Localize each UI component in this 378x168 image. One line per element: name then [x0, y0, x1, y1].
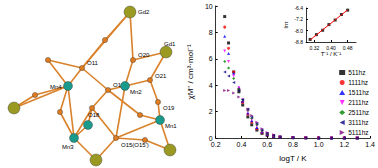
svg-text:4: 4	[209, 82, 213, 89]
svg-text:6: 6	[209, 55, 213, 62]
svg-text:O11: O11	[87, 60, 99, 66]
svg-text:Mn1: Mn1	[165, 123, 177, 129]
svg-text:0.32: 0.32	[309, 45, 319, 51]
svg-text:1.0: 1.0	[314, 141, 324, 148]
svg-text:8: 8	[209, 29, 213, 36]
svg-text:O20: O20	[138, 52, 150, 58]
svg-text:Mn3: Mn3	[62, 144, 74, 150]
svg-text:Gd1: Gd1	[164, 41, 176, 47]
svg-text:T⁻¹ / K⁻¹: T⁻¹ / K⁻¹	[321, 51, 342, 57]
svg-text:O18: O18	[88, 112, 100, 118]
svg-text:511hz: 511hz	[348, 69, 365, 76]
svg-text:0.2: 0.2	[211, 141, 221, 148]
svg-text:10: 10	[205, 3, 213, 10]
svg-text:-7.2: -7.2	[294, 16, 303, 22]
svg-text:O21: O21	[155, 73, 167, 79]
svg-text:χM'' / cm³·mol⁻¹: χM'' / cm³·mol⁻¹	[186, 44, 195, 99]
svg-text:0.4: 0.4	[237, 141, 247, 148]
svg-text:0: 0	[208, 134, 213, 142]
svg-text:-6.4: -6.4	[294, 5, 303, 11]
svg-text:1111hz: 1111hz	[348, 79, 368, 86]
svg-text:lnτ: lnτ	[283, 21, 289, 29]
svg-text:O16: O16	[113, 82, 125, 88]
svg-text:Mn2: Mn2	[130, 89, 142, 95]
svg-text:O19: O19	[163, 105, 175, 111]
svg-text:O15(O15'): O15(O15')	[121, 142, 149, 148]
svg-text:1.4: 1.4	[365, 141, 375, 148]
svg-text:1.2: 1.2	[340, 141, 350, 148]
svg-text:3111hz: 3111hz	[348, 119, 368, 126]
svg-text:-8.8: -8.8	[294, 39, 303, 45]
svg-text:0.40: 0.40	[326, 45, 336, 51]
svg-text:0.6: 0.6	[262, 141, 272, 148]
svg-text:5111hz: 5111hz	[348, 129, 368, 136]
svg-text:1511hz: 1511hz	[348, 89, 369, 96]
svg-text:Gd2: Gd2	[138, 9, 150, 15]
svg-text:logT / K: logT / K	[279, 154, 307, 163]
svg-text:Mn4: Mn4	[50, 84, 62, 90]
svg-text:2511hz: 2511hz	[348, 109, 369, 116]
svg-text:2111hz: 2111hz	[348, 99, 368, 106]
svg-text:0.48: 0.48	[343, 45, 353, 51]
svg-text:-8.0: -8.0	[294, 28, 303, 34]
svg-text:2: 2	[209, 108, 213, 115]
svg-text:0.8: 0.8	[288, 141, 298, 148]
